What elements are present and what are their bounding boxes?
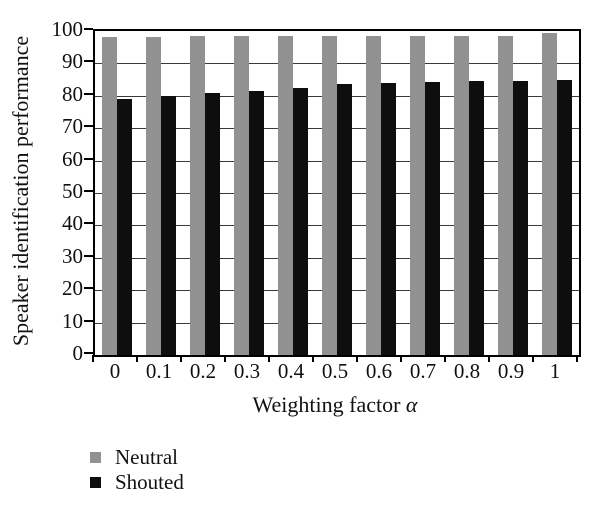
- y-tick-label: 40: [62, 211, 83, 236]
- bar-shouted-0.2: [205, 92, 220, 355]
- y-tick-mark: [84, 28, 93, 30]
- y-tick-mark: [84, 222, 93, 225]
- bar-shouted-0.8: [469, 81, 484, 355]
- x-tick-mark: [356, 355, 358, 362]
- x-tick-mark: [224, 355, 226, 362]
- x-tick-mark: [92, 355, 94, 362]
- x-tick-label: 0.7: [409, 359, 437, 383]
- y-tick-label: 50: [62, 179, 83, 203]
- y-tick-label: 60: [62, 146, 83, 171]
- alpha-symbol: α: [405, 392, 418, 417]
- legend-label: Neutral: [115, 445, 178, 469]
- y-tick-mark: [84, 60, 93, 63]
- y-tick-mark: [84, 190, 93, 192]
- bar-neutral-0.1: [146, 37, 161, 355]
- bar-neutral-0.4: [278, 35, 293, 355]
- x-tick-mark: [312, 355, 314, 362]
- x-tick-mark: [576, 355, 578, 362]
- x-tick-label: 0.8: [453, 359, 481, 383]
- y-tick-label: 70: [62, 114, 83, 139]
- bar-neutral-0.9: [498, 35, 513, 355]
- x-tick-mark: [180, 355, 182, 362]
- bar-shouted-0.3: [249, 90, 264, 355]
- bar-neutral-0.3: [234, 35, 249, 355]
- bar-shouted-0.9: [513, 80, 528, 355]
- y-tick-label: 100: [51, 17, 84, 41]
- legend: Neutral Shouted: [90, 445, 184, 495]
- x-tick-label: 0.4: [277, 359, 305, 383]
- bar-neutral-0: [102, 37, 117, 355]
- bar-shouted-0.4: [293, 87, 308, 355]
- x-tick-label: 0.1: [145, 359, 173, 383]
- x-axis-title: Weighting factor α: [93, 392, 577, 418]
- x-tick-mark: [400, 355, 402, 362]
- y-tick-label: 30: [62, 243, 83, 268]
- bar-neutral-1: [542, 32, 557, 355]
- x-tick-label: 0.9: [497, 359, 525, 383]
- bar-neutral-0.8: [454, 35, 469, 355]
- legend-swatch-icon: [90, 477, 101, 488]
- y-tick-mark: [84, 319, 93, 322]
- y-tick-label: 0: [72, 341, 84, 365]
- bar-shouted-0: [117, 99, 132, 355]
- x-tick-mark: [532, 355, 534, 362]
- y-tick-label: 80: [62, 81, 83, 106]
- plot-area: [93, 29, 581, 357]
- x-tick-mark: [444, 355, 446, 362]
- x-axis-title-text: Weighting factor: [252, 392, 401, 417]
- x-tick-label: 0.2: [189, 359, 217, 383]
- x-tick-mark: [488, 355, 490, 362]
- x-tick-label: 0.3: [233, 359, 261, 383]
- y-tick-mark: [84, 287, 93, 290]
- y-tick-label: 90: [62, 49, 83, 74]
- y-tick-mark: [84, 352, 93, 354]
- bar-neutral-0.2: [190, 35, 205, 355]
- bar-shouted-0.6: [381, 82, 396, 355]
- legend-swatch-icon: [90, 452, 101, 463]
- y-tick-mark: [84, 92, 93, 95]
- y-tick-mark: [84, 157, 93, 160]
- x-tick-label: 0.6: [365, 359, 393, 383]
- bar-neutral-0.5: [322, 35, 337, 355]
- bar-shouted-1: [557, 79, 572, 355]
- gridline: [95, 63, 579, 65]
- y-tick-label: 20: [62, 276, 83, 301]
- bar-neutral-0.6: [366, 35, 381, 355]
- bar-shouted-0.1: [161, 95, 176, 355]
- bar-shouted-0.7: [425, 82, 440, 355]
- y-tick-label: 10: [62, 308, 83, 333]
- x-tick-label: 0: [109, 359, 121, 383]
- y-tick-mark: [84, 125, 93, 128]
- y-tick-mark: [84, 254, 93, 257]
- x-tick-mark: [136, 355, 138, 362]
- x-tick-mark: [268, 355, 270, 362]
- bar-neutral-0.7: [410, 35, 425, 355]
- legend-item-shouted: Shouted: [90, 470, 184, 495]
- x-tick-label: 0.5: [321, 359, 349, 383]
- legend-label: Shouted: [115, 470, 184, 494]
- legend-item-neutral: Neutral: [90, 445, 184, 470]
- x-tick-label: 1: [549, 359, 561, 383]
- bar-shouted-0.5: [337, 84, 352, 355]
